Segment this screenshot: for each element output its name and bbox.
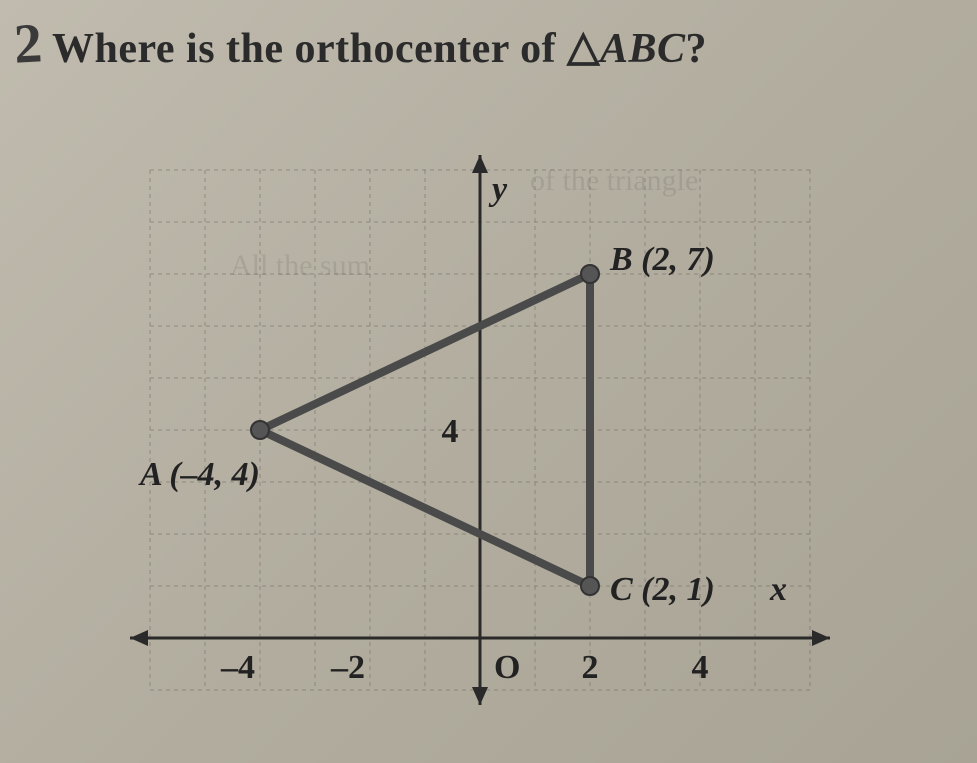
vertex-a	[251, 421, 269, 439]
x-tick-neg4: –4	[220, 649, 255, 686]
question-text: Where is the orthocenter of △ABC?	[52, 23, 707, 73]
x-arrow-left-icon	[130, 630, 148, 646]
x-axis-label: x	[769, 571, 787, 608]
x-arrow-right-icon	[812, 630, 830, 646]
y-axis-label: y	[488, 171, 508, 208]
question-number-handwritten: 2	[12, 11, 43, 76]
ghost-text: of the triangle	[530, 164, 698, 197]
y-arrow-down-icon	[472, 687, 488, 705]
worksheet-page: 2 Where is the orthocenter of △ABC? of t…	[0, 0, 977, 763]
vertex-c	[581, 577, 599, 595]
graph-svg: of the triangle All the sum	[110, 150, 850, 710]
question-suffix: ?	[686, 26, 708, 72]
origin-label: O	[494, 649, 520, 686]
vertex-b-label: B (2, 7)	[609, 241, 715, 278]
x-tick-4: 4	[692, 649, 709, 686]
question-prefix: Where is the orthocenter of	[52, 26, 567, 72]
axes	[130, 155, 830, 705]
x-tick-neg2: –2	[330, 649, 365, 686]
question-row: 2 Where is the orthocenter of △ABC?	[8, 12, 969, 76]
triangle-name: ABC	[600, 26, 686, 72]
vertex-b	[581, 265, 599, 283]
ghost-text: All the sum	[230, 249, 370, 282]
edge-ab	[260, 274, 590, 430]
y-arrow-up-icon	[472, 155, 488, 173]
vertex-a-label: A (–4, 4)	[138, 456, 260, 493]
y-tick-4: 4	[442, 413, 459, 450]
vertex-c-label: C (2, 1)	[610, 571, 715, 608]
x-tick-2: 2	[582, 649, 599, 686]
triangle-symbol: △	[567, 24, 600, 70]
coordinate-graph: of the triangle All the sum	[110, 150, 850, 710]
